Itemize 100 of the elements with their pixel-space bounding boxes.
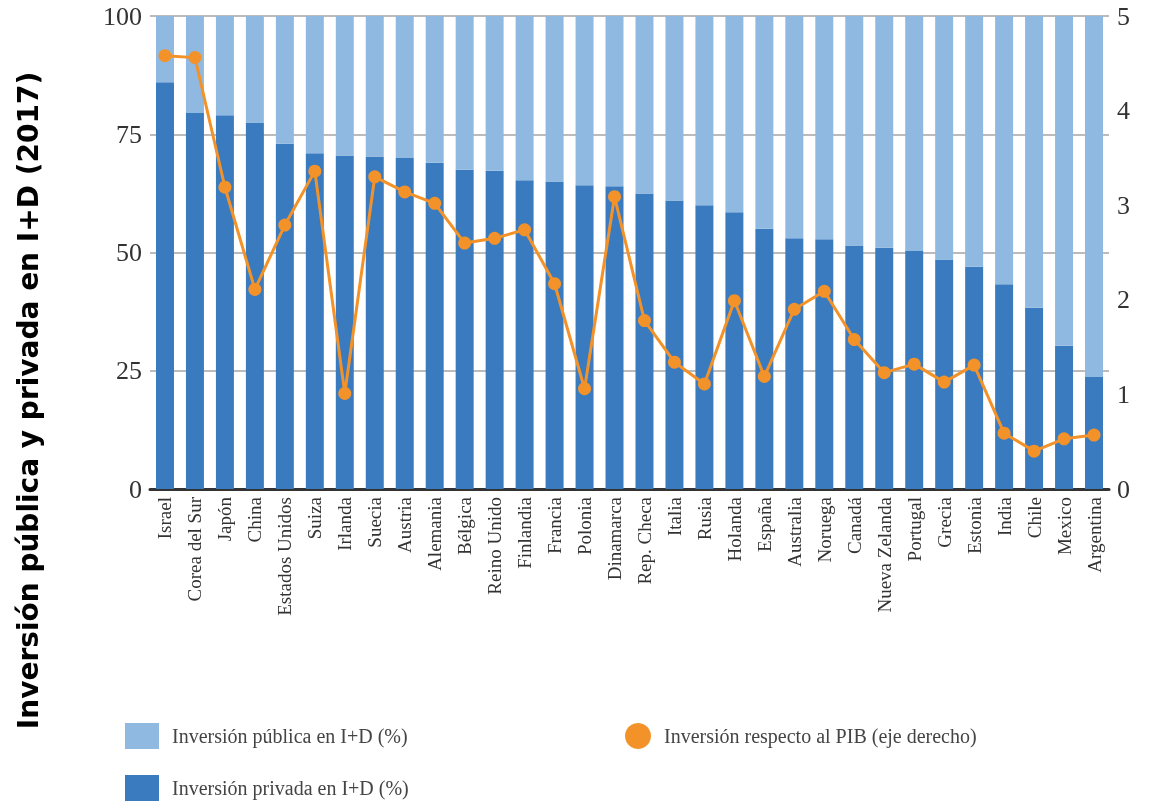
x-tick-label: Estonia — [963, 496, 985, 554]
bar — [785, 16, 804, 239]
legend-label: Inversión respecto al PIB (eje derecho) — [664, 725, 977, 748]
point — [1027, 444, 1041, 458]
bar — [335, 155, 354, 489]
x-tick-label: Finlandia — [514, 496, 536, 569]
x-tick-label: Israel — [154, 497, 176, 540]
point — [488, 231, 502, 245]
point — [757, 369, 771, 383]
x-tick-label: Argentina — [1083, 496, 1105, 573]
x-tick-label: Italia — [663, 496, 685, 537]
y2-tick-label: 5 — [1117, 1, 1130, 31]
x-tick-label: Suecia — [364, 496, 386, 548]
x-tick-label: Grecia — [933, 496, 955, 548]
legend-label: Inversión privada en I+D (%) — [172, 777, 409, 800]
point — [997, 426, 1011, 440]
x-tick-label: Portugal — [903, 497, 925, 562]
point — [188, 51, 202, 65]
bar — [605, 186, 624, 489]
bar — [515, 180, 534, 489]
bar — [815, 16, 834, 240]
bar — [665, 200, 684, 489]
bar — [1085, 376, 1104, 489]
bar — [815, 239, 834, 489]
bar — [275, 16, 294, 144]
x-tick-label: Rep. Checa — [633, 496, 655, 585]
bar — [905, 16, 924, 252]
point — [727, 294, 741, 308]
point — [158, 49, 172, 63]
point — [308, 164, 322, 178]
point — [368, 170, 382, 184]
bar — [995, 284, 1014, 489]
x-tick-label: Holanda — [723, 496, 745, 562]
bar — [215, 16, 234, 116]
bar — [215, 115, 234, 489]
point — [1057, 432, 1071, 446]
y-tick-label: 0 — [129, 474, 142, 504]
y2-tick-label: 4 — [1117, 96, 1130, 126]
bar — [755, 16, 774, 229]
y-tick-label: 75 — [116, 119, 142, 149]
bar — [965, 16, 984, 267]
bar — [605, 16, 624, 187]
bar — [1085, 16, 1104, 377]
point — [638, 314, 651, 328]
x-tick-label: Austria — [394, 496, 416, 553]
bar — [245, 16, 264, 123]
bar — [1025, 16, 1044, 308]
x-tick-label: Dinamarca — [604, 496, 626, 581]
y-tick-label: 100 — [103, 1, 142, 31]
point — [877, 366, 891, 380]
x-tick-label: Polonia — [574, 496, 596, 556]
bar — [995, 16, 1014, 285]
bar — [425, 162, 444, 489]
bar — [725, 16, 744, 213]
bar — [515, 16, 534, 181]
point — [338, 386, 352, 400]
bar — [1055, 16, 1074, 346]
point — [218, 180, 232, 194]
y2-tick-label: 3 — [1117, 190, 1130, 220]
point — [458, 236, 472, 250]
bar — [1025, 307, 1044, 489]
y-axis-title: Inversión pública y privada en I+D (2017) — [11, 71, 45, 730]
point — [278, 218, 292, 232]
bar — [695, 205, 714, 489]
point — [398, 185, 412, 199]
x-tick-label: Corea del Sur — [184, 496, 206, 602]
bar — [335, 16, 354, 156]
bar — [365, 156, 384, 489]
point — [428, 196, 442, 210]
point — [578, 382, 592, 396]
x-tick-label: Irlanda — [334, 496, 356, 551]
bar — [395, 16, 414, 158]
bar — [845, 245, 864, 489]
bar — [665, 16, 684, 201]
bar — [695, 16, 714, 206]
bar — [455, 169, 474, 489]
bar — [965, 266, 984, 489]
point — [1087, 428, 1101, 442]
bar — [725, 212, 744, 489]
bar — [575, 16, 594, 186]
x-tick-label: India — [993, 496, 1015, 537]
bar — [1055, 345, 1074, 489]
bar — [905, 251, 924, 489]
x-tick-label: Canadá — [843, 496, 865, 554]
x-tick-label: Suiza — [304, 496, 326, 540]
point — [608, 190, 622, 204]
bar — [305, 16, 324, 154]
point — [667, 355, 681, 369]
bar — [425, 16, 444, 163]
y-tick-label: 50 — [116, 238, 142, 267]
y2-tick-label: 1 — [1117, 379, 1130, 409]
x-tick-label: Estados Unidos — [274, 497, 296, 616]
bar — [845, 16, 864, 246]
bar — [395, 157, 414, 489]
point — [847, 333, 861, 347]
bar — [935, 16, 954, 260]
bar — [275, 143, 294, 489]
point — [937, 375, 951, 389]
bar — [875, 247, 894, 489]
x-tick-label: Noruega — [813, 496, 835, 563]
